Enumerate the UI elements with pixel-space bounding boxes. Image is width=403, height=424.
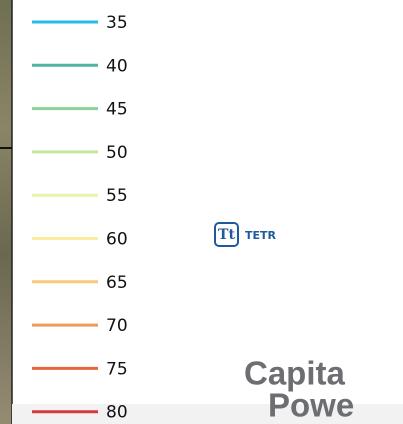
legend-label: 60 [106, 230, 128, 250]
legend-label: 75 [106, 359, 128, 379]
legend-label: 40 [106, 56, 128, 76]
legend-label: 45 [106, 100, 128, 120]
tetra-tech-logo-text: TETR [245, 229, 277, 242]
legend-label: 55 [106, 186, 128, 206]
legend-label: 70 [106, 316, 128, 336]
legend-label: 80 [106, 403, 128, 423]
map-legend-view: Tt TETR Capita Powe 35404550556065707580 [0, 0, 403, 424]
legend-panel: Tt TETR Capita Powe 35404550556065707580 [0, 0, 403, 424]
legend-label: 65 [106, 273, 128, 293]
capital-power-logo-text: Powe [268, 387, 354, 424]
legend-label: 35 [106, 13, 128, 33]
legend-label: 50 [106, 143, 128, 163]
tetra-tech-icon-glyph: Tt [218, 227, 235, 243]
aerial-image-edge [0, 0, 12, 424]
